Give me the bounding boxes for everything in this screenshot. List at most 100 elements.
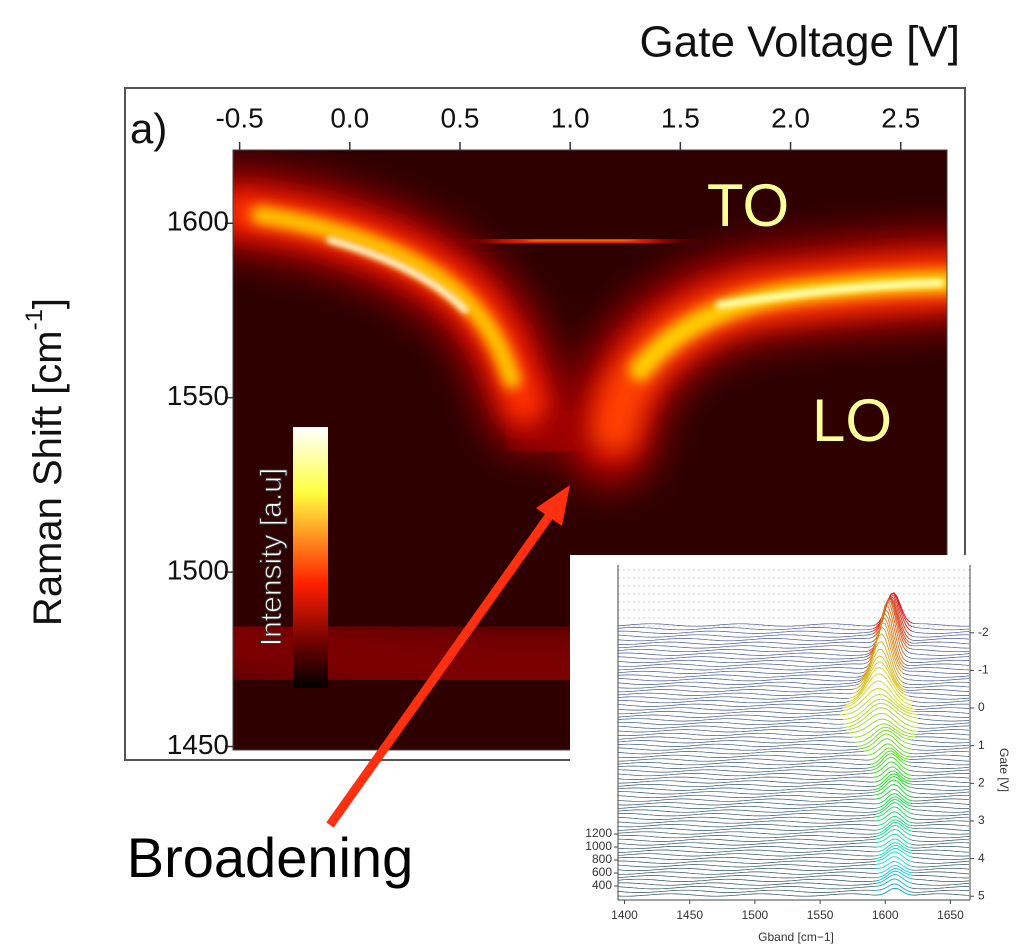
y-axis-title-main: Raman Shift [cm: [26, 330, 70, 626]
inset-peak-decoration: [860, 733, 913, 750]
inset-peak-decoration: [872, 593, 913, 632]
inset-trace-decoration: [617, 750, 970, 766]
inset-peak-decoration: [875, 868, 913, 879]
arrow: [326, 485, 570, 828]
inset-trace-decoration: [617, 595, 970, 642]
y-axis-title-sup: -1: [21, 309, 48, 330]
inset-peak-decoration: [842, 698, 919, 720]
inset-x-tick-label: 1500: [742, 908, 769, 922]
y-tick-label: 1500: [167, 554, 229, 585]
x-tick-label: 1.5: [661, 102, 700, 133]
inset-trace-decoration: [617, 747, 970, 762]
inset-peak-decoration: [875, 773, 913, 787]
inset-peak-decoration: [848, 667, 913, 702]
inset-peak-decoration: [869, 753, 910, 769]
inset-trace-decoration: [617, 738, 970, 755]
inset-peak-decoration: [851, 723, 916, 738]
inset-y-tick-label: 800: [592, 852, 612, 866]
inset-peak-decoration: [875, 833, 913, 845]
annotation: LO: [812, 387, 892, 454]
inset-peak-decoration: [872, 756, 910, 771]
inset-trace-decoration: [617, 661, 970, 700]
inset-peak-decoration: [854, 648, 907, 691]
inset-y2-tick-label: 1: [978, 738, 985, 752]
inset-peak-decoration: [875, 824, 913, 837]
inset-peak-decoration: [857, 641, 904, 687]
annotation: TO: [707, 172, 789, 239]
inset-trace-decoration: [617, 605, 970, 664]
inset: 1400 1450 1500 1550 1600 16504006008001000120…: [585, 565, 989, 922]
inset-peak-decoration: [872, 770, 913, 783]
inset-peak-decoration: [875, 842, 913, 853]
inset-peak-decoration: [875, 806, 913, 819]
inset-peak-decoration: [875, 788, 913, 802]
colorbar-label: Intensity [a.u]: [255, 468, 288, 646]
inset-y-tick-label: 1200: [585, 826, 612, 840]
inset-peak-decoration: [875, 799, 913, 812]
inset-peak-decoration: [875, 838, 913, 849]
inset-peak-decoration: [875, 887, 913, 896]
inset-y2-tick-label: -2: [978, 625, 989, 639]
inset-peak-decoration: [842, 707, 919, 729]
inset-peak-decoration: [869, 750, 910, 765]
inset-peak-decoration: [875, 815, 913, 827]
inset-peak-decoration: [848, 661, 910, 699]
inset-peak-decoration: [845, 673, 913, 706]
inset-trace-decoration: [617, 641, 970, 689]
colorbar: [293, 427, 328, 688]
inset-x-axis-title: Gband [cm−1]: [758, 930, 834, 944]
inset-trace-decoration: [617, 598, 970, 656]
inset-y2-tick-label: 4: [978, 851, 985, 865]
inset-trace-decoration: [617, 753, 970, 769]
inset-y-tick-label: 1000: [585, 839, 612, 853]
inset-trace-decoration: [617, 597, 969, 649]
x-tick-label: 1.0: [551, 102, 590, 133]
inset-trace-decoration: [617, 622, 970, 678]
inset-peak-decoration: [875, 828, 913, 841]
inset-peak-decoration: [842, 687, 916, 712]
inset-peak-decoration: [875, 878, 913, 889]
inset-trace-decoration: [617, 626, 970, 682]
y-tick-label: 1450: [167, 729, 229, 760]
inset-x-tick-label: 1450: [676, 908, 703, 922]
inset-y-tick-label: 600: [592, 865, 612, 879]
inset-y2-tick-label: 5: [978, 888, 985, 902]
inset-peak-decoration: [875, 819, 913, 831]
y-axis-title-end: ]: [26, 298, 70, 309]
inset-peak-decoration: [875, 870, 913, 882]
inset-trace-decoration: [617, 743, 970, 758]
inset-peak-decoration: [863, 738, 910, 754]
inset-peak-decoration: [857, 729, 913, 747]
inset-x-tick-label: 1400: [611, 908, 638, 922]
x-tick-label: 2.0: [771, 102, 810, 133]
inset-peak-decoration: [872, 766, 913, 780]
inset-peak-decoration: [845, 712, 919, 732]
inset-peak-decoration: [875, 847, 913, 860]
inset-peak-decoration: [875, 776, 913, 790]
x-tick-label: 0.0: [330, 102, 369, 133]
inset-peak-decoration: [854, 726, 913, 743]
inset-peak-decoration: [875, 796, 913, 809]
inset-peak-decoration: [875, 860, 913, 871]
inset-x-tick-label: 1550: [807, 908, 834, 922]
inset-y2-tick-label: 0: [978, 700, 985, 714]
inset-peak-decoration: [875, 845, 913, 857]
y-tick-label: 1600: [167, 206, 229, 237]
panel-label: a): [130, 105, 167, 152]
inset-peak-decoration: [872, 761, 913, 776]
inset-trace-decoration: [617, 648, 970, 693]
inset-peak-decoration: [875, 883, 913, 893]
y-tick-label: 1550: [167, 380, 229, 411]
inset-trace-decoration: [617, 599, 970, 653]
inset-trace-decoration: [617, 600, 970, 660]
inset-peak-decoration: [842, 702, 919, 725]
inset-trace-decoration: [617, 633, 970, 685]
x-tick-label: -0.5: [215, 102, 263, 133]
inset-peak-decoration: [848, 718, 916, 735]
inset-y2-tick-label: 3: [978, 813, 985, 827]
inset-trace-decoration: [617, 655, 970, 696]
inset-y2-tick-label: -1: [978, 663, 989, 677]
inset-peak-decoration: [869, 747, 910, 761]
